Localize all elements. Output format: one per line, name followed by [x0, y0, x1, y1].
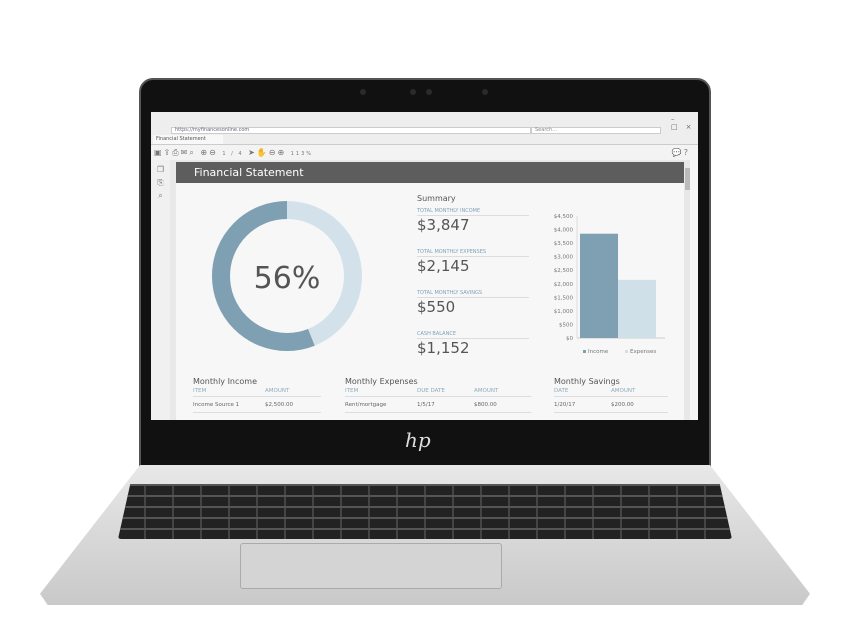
hp-logo: hp: [405, 428, 431, 452]
legend-label: Income: [588, 349, 609, 355]
y-tick-label: $2,500: [554, 268, 574, 274]
zoom-select[interactable]: 113%: [290, 151, 314, 157]
summary-value: $550: [417, 298, 456, 316]
column-header: ITEM: [193, 388, 207, 394]
summary-label: TOTAL MONTHLY INCOME: [417, 208, 529, 216]
table-cell: $200.00: [611, 402, 634, 408]
sidebar: ❐ ⎘ ⌕: [151, 160, 170, 420]
summary-value: $1,152: [417, 339, 470, 357]
legend-swatch: [625, 350, 628, 353]
tab-financial-statement[interactable]: Financial Statement: [153, 135, 223, 144]
legend-label: Expenses: [630, 349, 656, 355]
y-tick-label: $2,000: [554, 282, 574, 288]
column-header: AMOUNT: [474, 388, 499, 394]
expenses-title: Monthly Expenses: [345, 377, 418, 386]
donut-arc: [212, 201, 362, 351]
y-tick-label: $1,500: [554, 295, 574, 301]
y-tick-label: $4,500: [554, 214, 574, 220]
page-indicator[interactable]: 1 / 4: [222, 151, 244, 157]
search-input[interactable]: Search...: [531, 127, 661, 134]
bar-expenses: [618, 279, 656, 338]
screen: https://myfinancesonline.com Search... –…: [151, 112, 698, 420]
column-header: AMOUNT: [611, 388, 636, 394]
table-cell: $2,500.00: [265, 402, 293, 408]
donut-percent: 56%: [254, 261, 321, 296]
y-tick-label: $3,000: [554, 255, 574, 261]
table-cell: 1/20/17: [554, 402, 576, 408]
summary-label: TOTAL MONTHLY EXPENSES: [417, 249, 529, 257]
y-tick-label: $4,000: [554, 228, 574, 234]
scrollbar[interactable]: [685, 168, 690, 190]
table-cell: 1/5/17: [417, 402, 435, 408]
pages-icon[interactable]: ❐: [156, 165, 165, 174]
bar-income: [580, 233, 618, 338]
summary-label: CASH BALANCE: [417, 331, 529, 339]
webcam: [360, 87, 490, 97]
column-header: DATE: [554, 388, 569, 394]
y-tick-label: $1,000: [554, 309, 574, 315]
savings-title: Monthly Savings: [554, 377, 620, 386]
table-cell: Income Source 1: [193, 402, 240, 408]
y-tick-label: $0: [566, 336, 573, 342]
legend-swatch: [583, 350, 586, 353]
y-tick-label: $500: [559, 322, 573, 328]
column-header: AMOUNT: [265, 388, 290, 394]
summary-list: TOTAL MONTHLY INCOME $3,847 TOTAL MONTHLY…: [417, 208, 529, 372]
income-title: Monthly Income: [193, 377, 258, 386]
summary-label: TOTAL MONTHLY SAVINGS: [417, 290, 529, 298]
summary-value: $2,145: [417, 257, 470, 275]
attachment-icon[interactable]: ⎘: [157, 178, 164, 187]
touchpad: [240, 543, 502, 589]
page-title: Financial Statement: [176, 162, 684, 183]
search-icon[interactable]: ⌕: [158, 191, 163, 200]
help-icon[interactable]: 💬?: [671, 148, 690, 157]
table-cell: $800.00: [474, 402, 497, 408]
summary-value: $3,847: [417, 216, 470, 234]
address-bar[interactable]: https://myfinancesonline.com: [171, 127, 531, 134]
window-controls[interactable]: –□×: [671, 115, 698, 131]
toolbar-icons[interactable]: ▣⇪⎙✉⌕ ⊕⊖: [154, 148, 223, 157]
table-cell: Rent/mortgage: [345, 402, 387, 408]
column-header: DUE DATE: [417, 388, 445, 394]
summary-heading: Summary: [417, 194, 456, 203]
y-tick-label: $3,500: [554, 241, 574, 247]
column-header: ITEM: [345, 388, 359, 394]
bar-chart: $0 $500 $1,000 $1,500 $2,000 $2,500 $3,000 $3,5…: [554, 214, 665, 355]
pdf-toolbar: ▣⇪⎙✉⌕ ⊕⊖ 1 / 4 ➤✋⊖⊕ 113% 💬?: [151, 145, 698, 160]
donut-chart: 56%: [212, 201, 362, 351]
keyboard-rows: [118, 484, 732, 539]
